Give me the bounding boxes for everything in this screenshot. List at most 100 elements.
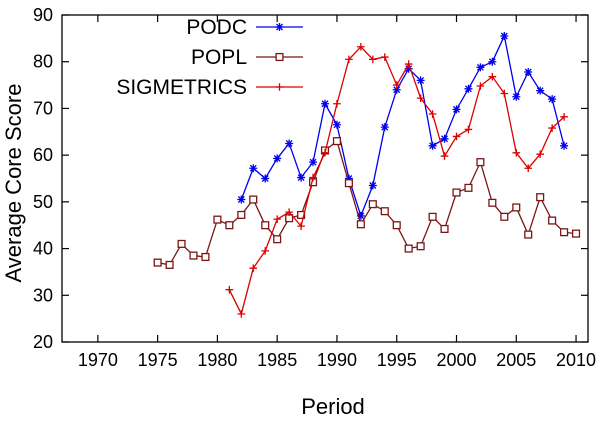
x-tick-label: 1985	[257, 350, 297, 370]
series-line-popl	[157, 140, 577, 266]
legend-item-podc: PODC	[186, 16, 303, 39]
y-tick-label: 60	[33, 145, 53, 165]
data-point-sigmetrics	[548, 124, 556, 132]
axis-ticks: 1970 1975 1980 1985 1990 1995 2000 2005 2010 20 30…	[33, 5, 596, 370]
data-point-podc	[285, 139, 294, 148]
legend-label-sigmetrics: SIGMETRICS	[116, 76, 247, 99]
data-point-podc	[344, 174, 353, 183]
data-point-sigmetrics	[369, 55, 377, 64]
data-point-popl	[368, 200, 377, 209]
data-point-popl	[261, 221, 270, 230]
data-point-podc	[488, 57, 497, 66]
data-point-popl	[153, 258, 162, 267]
legend: PODC POPL SIGMETRICS	[116, 16, 303, 99]
data-point-podc	[356, 211, 365, 220]
data-point-popl	[332, 137, 342, 146]
y-tick-label: 50	[33, 192, 53, 212]
data-point-sigmetrics	[237, 310, 246, 318]
data-point-popl	[524, 230, 533, 239]
data-point-podc	[392, 85, 401, 94]
data-point-podc	[512, 92, 521, 101]
data-point-podc	[321, 99, 329, 108]
x-tick-label: 1980	[197, 350, 237, 370]
x-axis-title: Period	[301, 394, 365, 419]
data-point-podc	[404, 64, 413, 73]
data-point-podc	[273, 154, 282, 163]
data-point-popl	[356, 220, 365, 229]
data-point-popl	[344, 179, 353, 188]
data-point-podc	[297, 173, 306, 182]
data-point-popl	[380, 207, 389, 216]
x-tick-label: 2005	[496, 350, 536, 370]
data-point-popl	[500, 212, 509, 221]
data-point-podc	[536, 86, 545, 95]
legend-marker-podc	[275, 23, 284, 31]
data-point-sigmetrics	[452, 132, 461, 141]
legend-marker-popl	[275, 52, 284, 62]
data-point-podc	[368, 181, 377, 190]
data-point-podc	[261, 174, 270, 183]
data-point-popl	[512, 203, 521, 212]
data-point-sigmetrics	[249, 264, 258, 272]
y-tick-label: 80	[33, 52, 53, 72]
data-point-popl	[571, 229, 581, 238]
data-point-sigmetrics	[261, 247, 270, 255]
data-point-popl	[225, 221, 234, 230]
data-point-podc	[452, 105, 461, 114]
data-point-podc	[524, 67, 533, 76]
data-point-popl	[464, 183, 473, 192]
data-point-popl	[392, 221, 401, 230]
data-point-sigmetrics	[321, 149, 329, 157]
data-point-popl	[476, 158, 485, 167]
series-sigmetrics	[225, 42, 568, 318]
y-tick-label: 30	[33, 285, 53, 305]
data-point-podc	[464, 84, 473, 93]
series-layer	[153, 32, 581, 318]
data-point-sigmetrics	[512, 149, 521, 157]
data-point-popl	[488, 198, 497, 207]
data-point-podc	[249, 164, 258, 173]
data-point-podc	[380, 123, 389, 132]
data-point-sigmetrics	[440, 152, 449, 160]
series-podc	[237, 32, 569, 220]
series-line-podc	[240, 33, 565, 218]
data-point-sigmetrics	[404, 60, 413, 68]
data-point-sigmetrics	[416, 94, 425, 102]
data-point-popl	[404, 244, 413, 253]
legend-item-popl: POPL	[191, 46, 303, 69]
data-point-sigmetrics	[488, 72, 497, 81]
data-point-popl	[213, 215, 222, 224]
data-point-popl	[273, 235, 282, 244]
x-tick-label: 1970	[78, 350, 118, 370]
data-point-sigmetrics	[285, 208, 293, 216]
data-point-podc	[428, 141, 437, 150]
data-point-podc	[416, 76, 425, 85]
plot-frame	[61, 14, 589, 343]
data-point-sigmetrics	[345, 55, 353, 64]
data-point-popl	[237, 210, 246, 219]
data-point-sigmetrics	[524, 164, 533, 173]
x-tick-label: 2000	[436, 350, 476, 370]
data-point-popl	[452, 188, 461, 197]
data-point-sigmetrics	[357, 42, 365, 51]
x-tick-label: 1995	[377, 350, 417, 370]
y-tick-label: 40	[33, 239, 53, 259]
legend-marker-sigmetrics	[275, 83, 284, 91]
legend-item-sigmetrics: SIGMETRICS	[116, 76, 303, 99]
y-tick-label: 70	[33, 98, 53, 118]
x-tick-label: 1975	[138, 350, 178, 370]
data-point-sigmetrics	[380, 53, 389, 61]
data-point-sigmetrics	[536, 150, 544, 159]
x-tick-label: 1990	[317, 350, 357, 370]
data-point-sigmetrics	[273, 215, 281, 223]
y-axis-title: Average Core Score	[1, 84, 26, 283]
data-point-popl	[536, 193, 545, 202]
data-point-popl	[440, 224, 449, 234]
data-point-podc	[548, 95, 557, 104]
data-point-podc	[332, 120, 341, 129]
series-popl	[153, 137, 581, 269]
y-tick-label: 20	[33, 332, 53, 352]
data-point-popl	[416, 242, 425, 251]
y-tick-label: 90	[33, 5, 53, 25]
data-point-podc	[237, 195, 246, 204]
